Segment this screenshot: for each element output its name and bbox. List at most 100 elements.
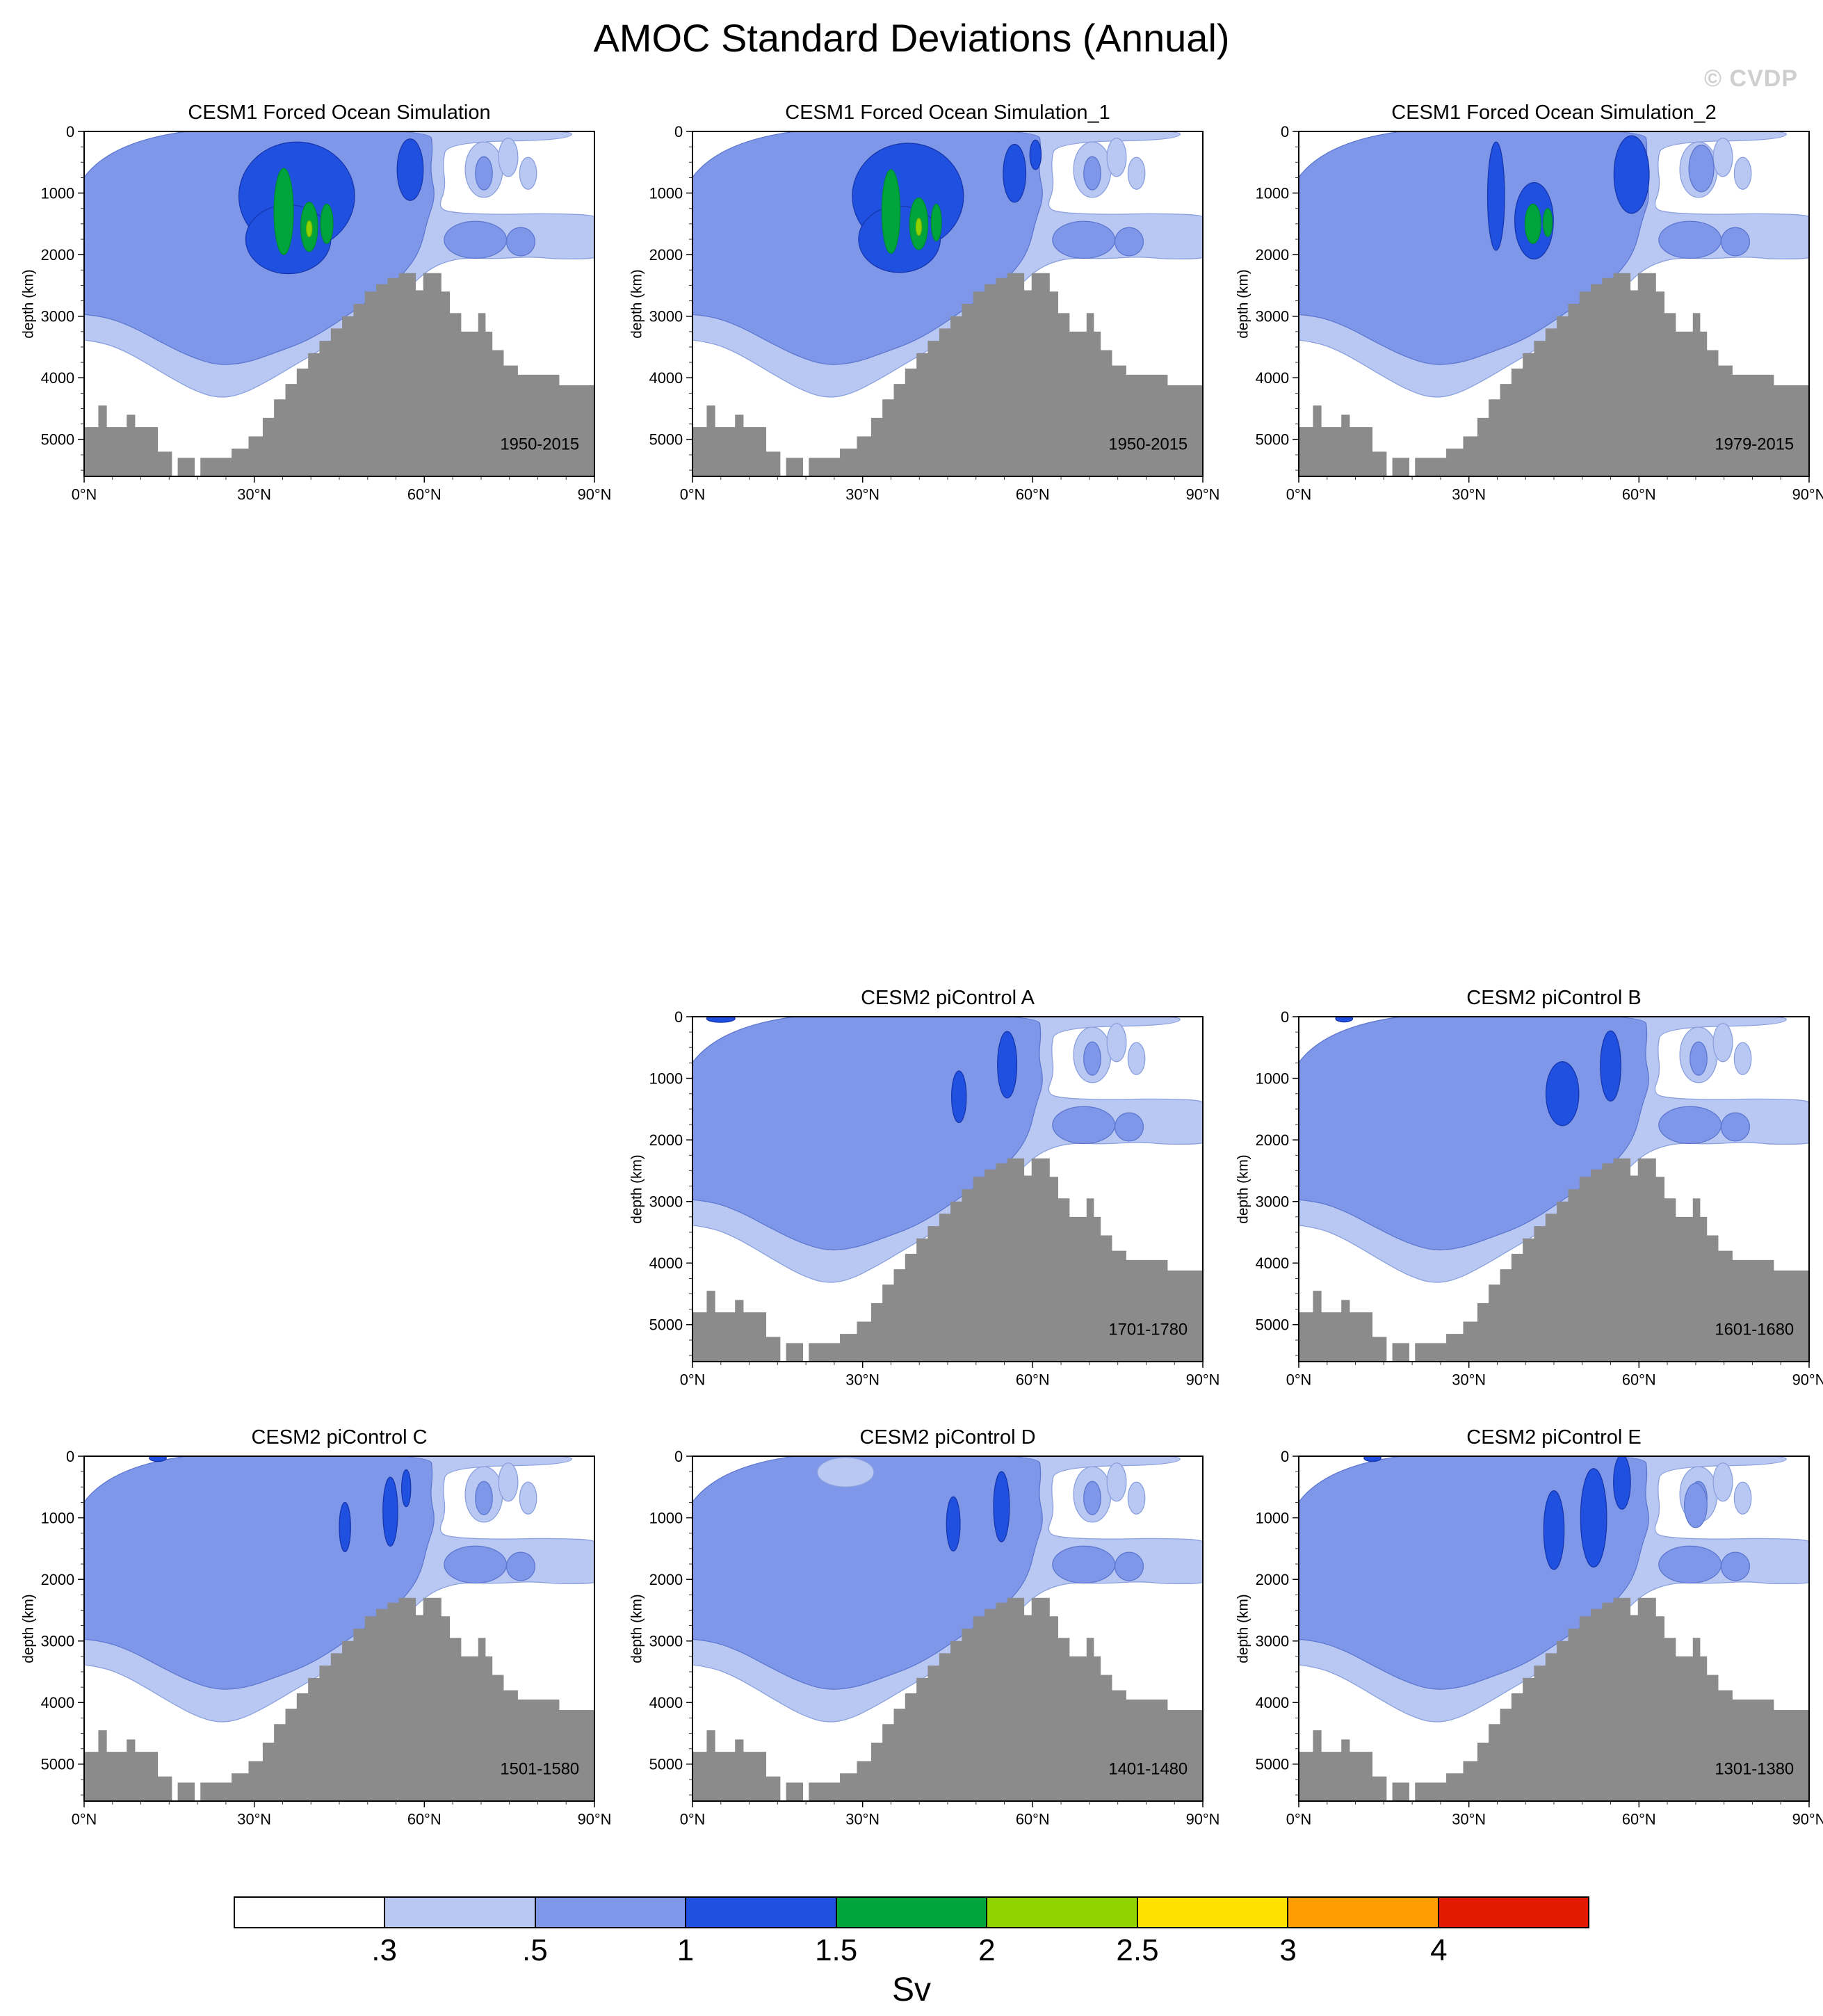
contour-blob-dark [1486,141,1505,251]
bathymetry [1299,1158,1809,1362]
contour-blob-green [320,203,334,244]
y-tick-label: 2000 [1256,1131,1290,1149]
bathymetry [84,273,594,476]
period-label: 1701-1780 [1108,1320,1188,1339]
contour-blob-medium [1688,144,1715,193]
y-tick-label: 2000 [649,1571,683,1588]
y-tick-label: 3000 [1256,1193,1290,1211]
depth-axis-label: depth (km) [21,1594,37,1663]
x-tick-label: 90°N [578,486,612,503]
colorbar-segment [1136,1898,1288,1927]
y-tick-label: 1000 [1256,1510,1290,1527]
y-tick-label: 4000 [1256,1255,1290,1272]
amoc-contour-plot: 0 1000 2000 3000 4000 5000 0°N 30°N 60°N 90°N dept… [1235,1008,1823,1389]
colorbar-label: 2 [978,1933,996,1967]
plot-frame [1298,1455,1810,1802]
bathymetry [1299,1597,1809,1801]
panel-title: CESM1 Forced Ocean Simulation [188,102,491,124]
contour-blob-dark [1003,143,1027,203]
depth-axis-label: depth (km) [21,269,37,338]
amoc-contour-plot: 0 1000 2000 3000 4000 5000 0°N 30°N 60°N 90°N dept… [629,1448,1220,1828]
x-tick-label: 0°N [72,1811,97,1828]
y-tick-label: 2000 [649,1131,683,1149]
y-tick-label: 0 [66,1448,74,1465]
y-tick-label: 1000 [649,1510,683,1527]
y-tick-label: 2000 [1256,246,1290,264]
y-tick-label: 3000 [1256,1633,1290,1650]
colorbar-segment [835,1898,987,1927]
contour-blob-dark [339,1501,351,1552]
y-tick-label: 1000 [649,1070,683,1088]
y-tick-label: 3000 [41,1633,75,1650]
y-tick-label: 0 [674,1008,683,1026]
contour-blob-medium [1052,220,1116,259]
contour-blob-medium [1720,1551,1751,1581]
contour-blob-light [519,1481,537,1515]
contour-blob-medium [1720,1112,1751,1142]
x-tick-label: 30°N [237,1811,271,1828]
plot-frame [692,1455,1204,1802]
x-tick-label: 30°N [1452,486,1486,503]
depth-axis-label: depth (km) [1235,1594,1251,1663]
period-label: 1401-1480 [1108,1759,1188,1778]
x-tick-label: 0°N [72,486,97,503]
amoc-panel: CESM1 Forced Ocean Simulation_1 0 1000 2000… [616,97,1242,522]
y-tick-label: 4000 [41,369,75,387]
colorbar-segment [685,1898,836,1927]
x-tick-label: 0°N [1286,486,1312,503]
colorbar-segment [986,1898,1137,1927]
panel-title: CESM2 piControl E [1466,1426,1642,1449]
colorbar-segment [534,1898,686,1927]
bathymetry [692,1597,1203,1801]
y-tick-label: 0 [674,1448,683,1465]
contour-blob-dark [1335,1017,1354,1023]
contour-blob-dark [401,1469,412,1508]
colorbar-label: .3 [371,1933,398,1967]
colorbar-segment [1437,1898,1588,1927]
contour-blob-medium [505,1551,536,1581]
amoc-contour-plot: 0 1000 2000 3000 4000 5000 0°N 30°N 60°N 90°N dept… [629,123,1220,503]
x-tick-label: 0°N [680,1371,706,1389]
colorbar [234,1896,1589,1928]
y-tick-label: 5000 [649,431,683,449]
x-tick-label: 90°N [1792,1371,1823,1389]
y-tick-label: 3000 [41,308,75,325]
contour-blob-dark [1029,139,1042,170]
contour-blob-medium [475,1481,493,1515]
contour-blob-dark [1580,1468,1607,1568]
y-tick-label: 3000 [649,1193,683,1211]
contour-blob-light [1127,1042,1146,1075]
y-tick-label: 4000 [649,1255,683,1272]
contour-blob-light [1733,1042,1752,1075]
contour-blob-medium [1658,1545,1722,1584]
contour-blob-dark [382,1476,398,1547]
plot-frame [83,1455,595,1802]
contour-blob-medium [1114,227,1144,257]
amoc-contour-plot: 0 1000 2000 3000 4000 5000 0°N 30°N 60°N 90°N dept… [629,1008,1220,1389]
y-tick-label: 3000 [1256,308,1290,325]
x-tick-label: 60°N [1016,486,1050,503]
y-tick-label: 5000 [649,1756,683,1773]
colorbar-label: 2.5 [1116,1933,1159,1967]
x-tick-label: 30°N [845,1371,880,1389]
colorbar-label: 4 [1430,1933,1448,1967]
y-tick-label: 4000 [649,369,683,387]
depth-axis-label: depth (km) [629,269,645,338]
contour-blob-green [273,168,294,255]
x-tick-label: 90°N [1792,1811,1823,1828]
contour-blob-medium [1052,1545,1116,1584]
amoc-panel: CESM1 Forced Ocean Simulation_2 0 1000 2000… [1222,97,1823,522]
contour-blob-medium [1690,1041,1708,1076]
x-tick-label: 30°N [1452,1371,1486,1389]
cvdp-watermark: © CVDP [1704,65,1798,92]
y-tick-label: 2000 [41,246,75,264]
x-tick-label: 0°N [680,1811,706,1828]
contour-blob-light [1733,156,1752,190]
y-tick-label: 0 [1281,123,1289,140]
colorbar-label: 3 [1279,1933,1297,1967]
contour-blob-dark [706,1017,736,1023]
y-tick-label: 2000 [1256,1571,1290,1588]
contour-blob-chartreuse [306,220,313,238]
contour-blob-chartreuse [915,218,923,236]
y-tick-label: 4000 [1256,369,1290,387]
